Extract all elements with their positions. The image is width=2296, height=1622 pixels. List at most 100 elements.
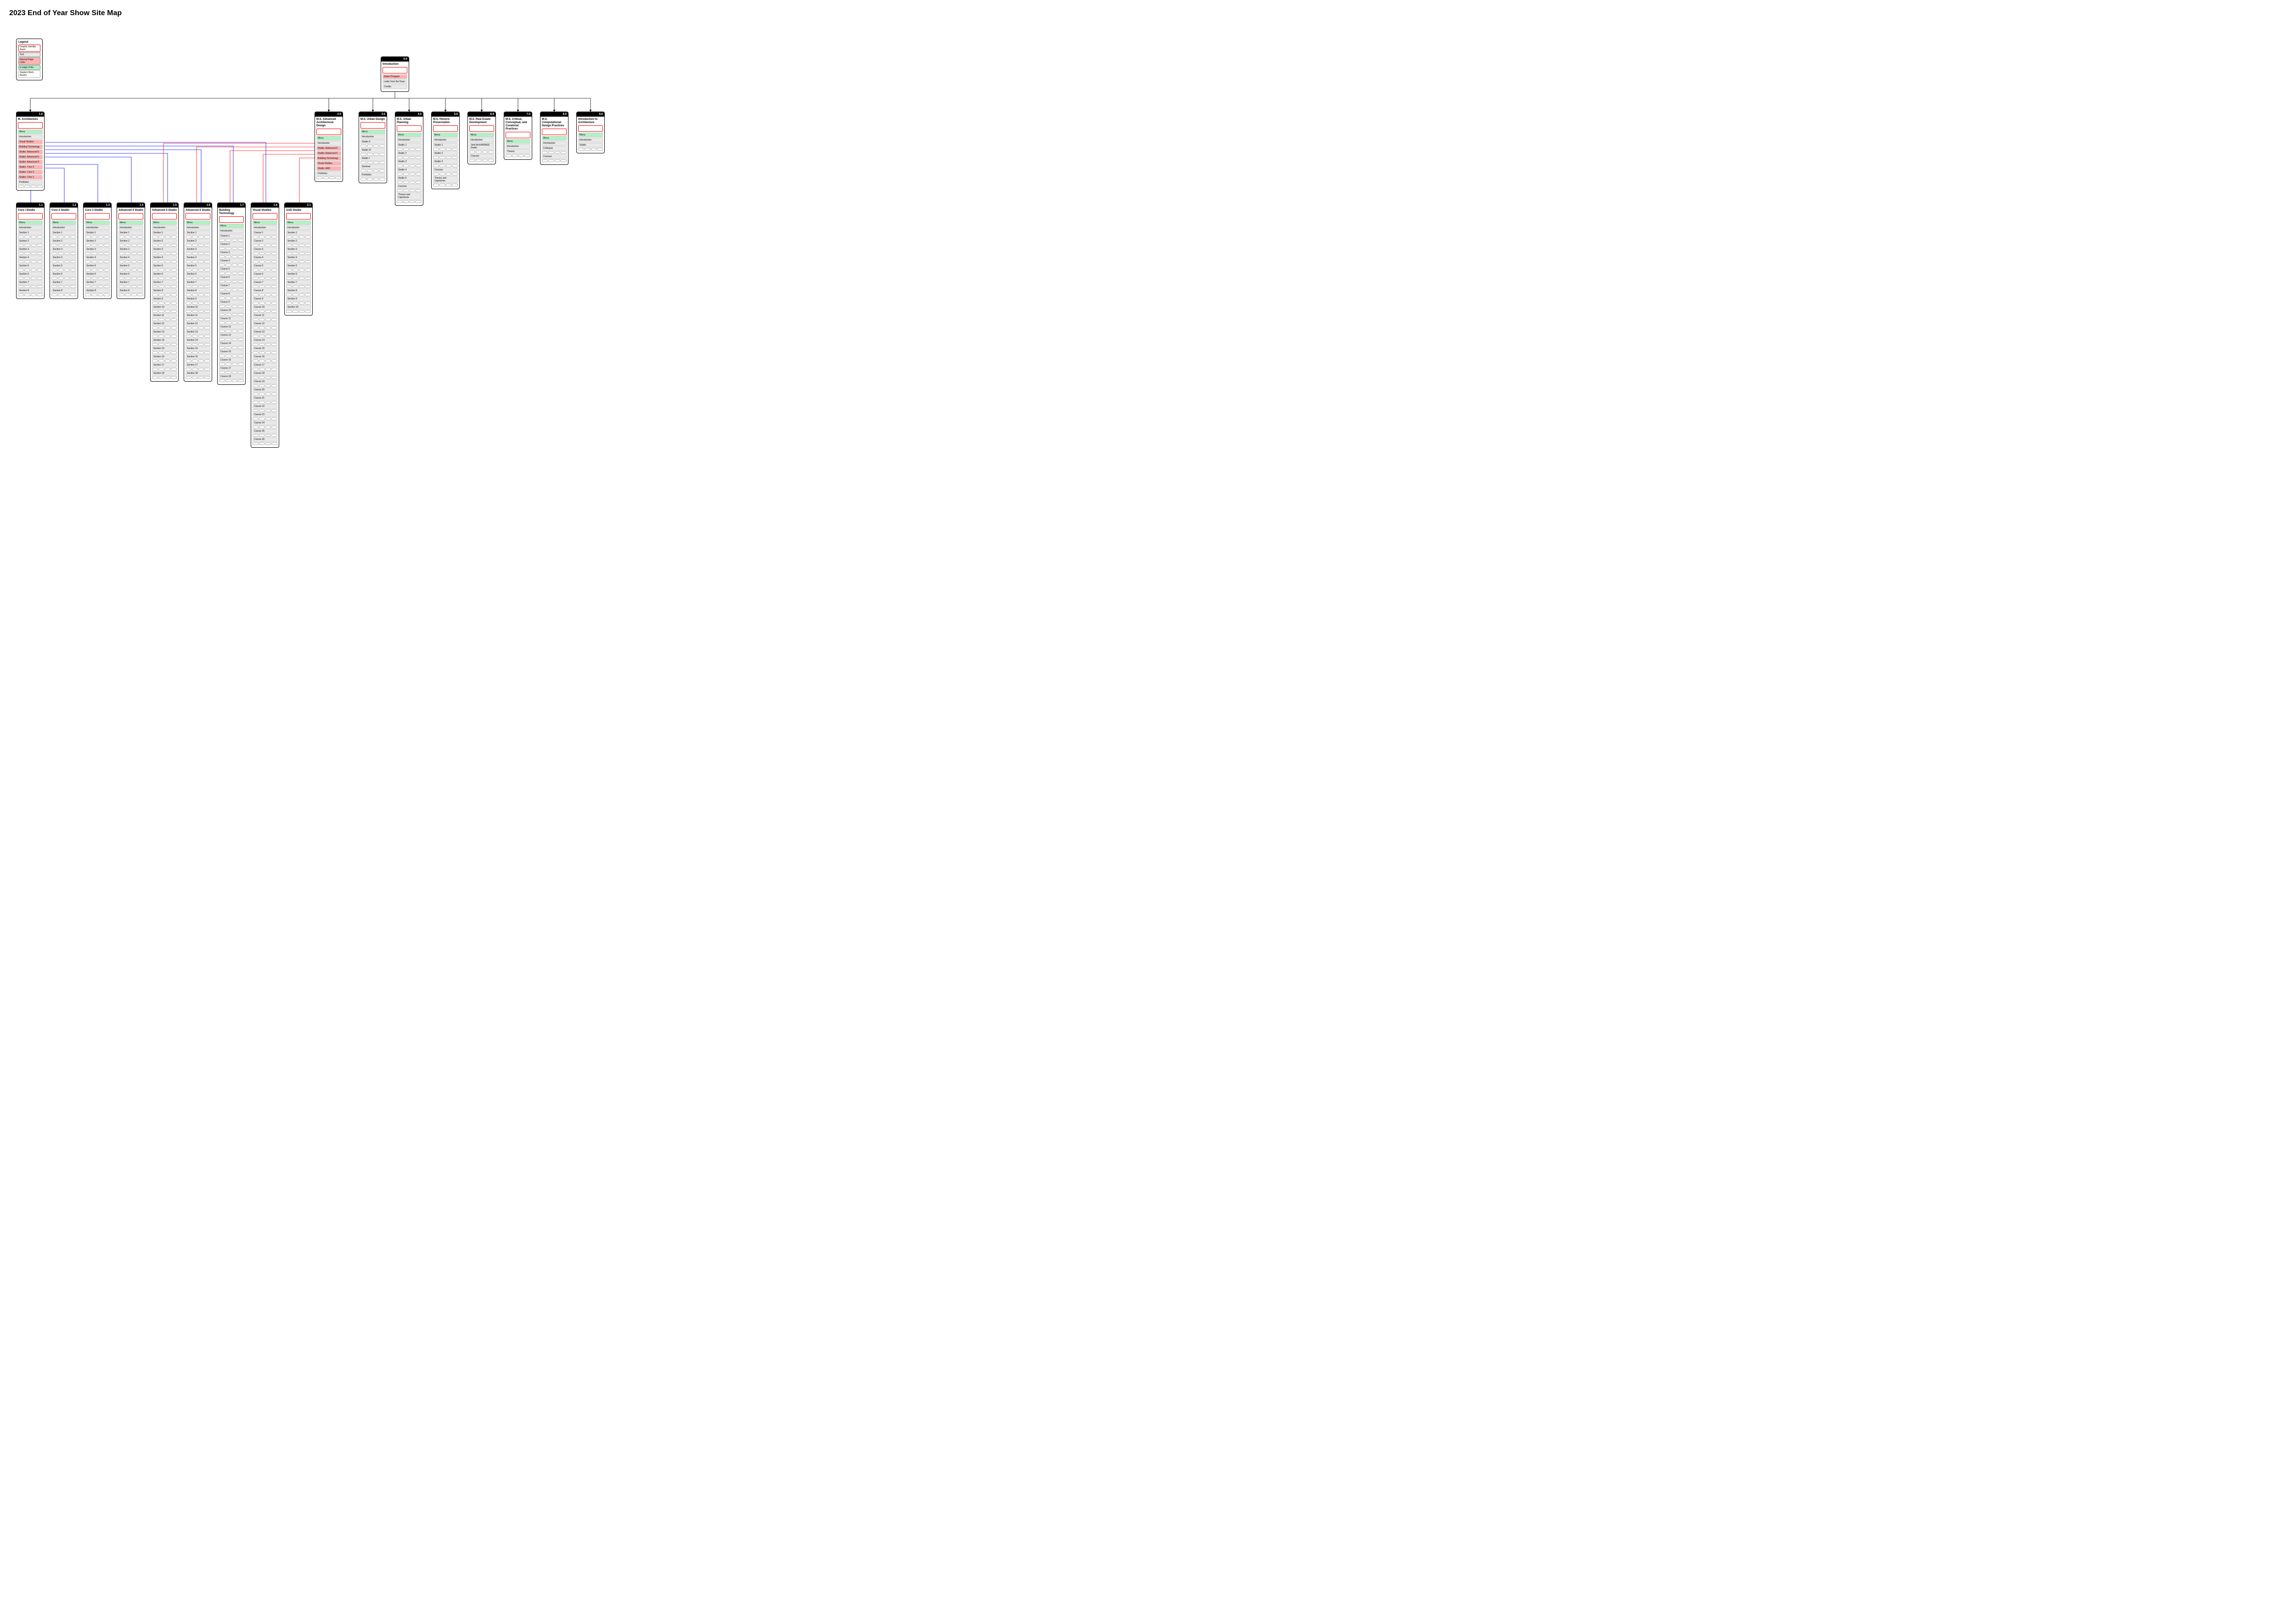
asset-slot — [171, 376, 177, 379]
asset-slot — [238, 355, 244, 357]
asset-slot — [265, 335, 271, 338]
asset-slot — [51, 260, 57, 263]
asset-slot — [271, 260, 277, 263]
asset-slot — [219, 272, 225, 275]
asset-slot — [271, 310, 277, 313]
text-item: Section 16 — [152, 355, 177, 359]
text-item: Course 8 — [253, 288, 277, 293]
asset-slot — [165, 277, 171, 280]
text-item: Course 25 — [253, 429, 277, 434]
asset-slot — [137, 260, 143, 263]
text-item: Courses — [469, 154, 494, 158]
asset-slot — [379, 178, 385, 180]
text-item: Colloquia — [542, 146, 567, 151]
asset-slot — [165, 351, 171, 354]
asset-slot — [265, 401, 271, 404]
asset-slot — [158, 327, 164, 329]
asset-slot — [58, 260, 64, 263]
asset-slot — [24, 293, 30, 296]
student-work-assets-row — [542, 159, 567, 162]
in-page-link: Menu — [578, 133, 603, 137]
asset-slot — [253, 318, 259, 321]
asset-slot — [561, 151, 567, 154]
student-work-assets-row — [506, 154, 530, 157]
asset-slot — [104, 260, 110, 263]
asset-slot — [271, 244, 277, 247]
asset-slot — [219, 239, 225, 242]
asset-slot — [186, 327, 191, 329]
sitemap-node: 0.0IntroductionSelect ProgramLetter from… — [381, 56, 409, 92]
asset-slot — [265, 277, 271, 280]
text-item: Studio 5 — [397, 176, 422, 180]
student-work-assets-row — [397, 148, 422, 151]
asset-slot — [323, 176, 329, 179]
node-title: M.S. Real Estate Development — [469, 118, 494, 124]
asset-slot — [410, 164, 416, 167]
student-work-assets-row — [186, 310, 210, 313]
asset-slot — [198, 302, 204, 304]
asset-slot — [204, 318, 210, 321]
student-work-assets-row — [186, 368, 210, 371]
asset-slot — [70, 269, 76, 271]
student-work-assets-row — [253, 285, 277, 288]
student-work-assets-row — [360, 169, 385, 172]
student-work-assets-row — [397, 200, 422, 203]
asset-slot — [286, 302, 292, 304]
asset-slot — [265, 360, 271, 362]
asset-slot — [198, 293, 204, 296]
node-title: Building Technology — [219, 209, 244, 215]
asset-slot — [259, 244, 265, 247]
asset-slot — [31, 236, 37, 238]
asset-slot — [271, 442, 277, 445]
asset-slot — [299, 244, 305, 247]
student-work-assets-row — [51, 244, 76, 247]
student-work-assets-row — [286, 277, 311, 280]
student-work-assets-row — [286, 269, 311, 271]
student-work-assets-row — [286, 252, 311, 255]
asset-slot — [271, 285, 277, 288]
text-item: Section 8 — [118, 288, 143, 293]
asset-slot — [286, 236, 292, 238]
asset-slot — [403, 173, 409, 175]
student-work-assets-row — [433, 156, 458, 159]
asset-slot — [416, 200, 422, 203]
asset-slot — [293, 277, 298, 280]
node-id-header: 1.7 — [218, 203, 245, 208]
asset-slot — [131, 285, 137, 288]
connector — [45, 164, 98, 203]
student-work-assets-row — [316, 176, 341, 179]
asset-slot — [259, 417, 265, 420]
asset-slot — [367, 161, 373, 164]
asset-slot — [299, 293, 305, 296]
asset-slot — [225, 272, 231, 275]
text-item: Course 1 — [219, 234, 244, 238]
student-work-assets-row — [118, 269, 143, 271]
student-work-assets-row — [152, 285, 177, 288]
asset-slot — [373, 161, 379, 164]
student-work-assets-row — [397, 173, 422, 175]
asset-slot — [265, 368, 271, 371]
asset-slot — [271, 302, 277, 304]
asset-slot — [271, 360, 277, 362]
connector — [45, 150, 201, 203]
in-page-link: Menu — [286, 220, 311, 225]
text-item: Course 14 — [253, 338, 277, 343]
text-item: Course 22 — [253, 404, 277, 409]
legend-item: Student Work Assets — [18, 70, 40, 78]
asset-slot — [265, 244, 271, 247]
asset-slot — [192, 293, 198, 296]
asset-slot — [165, 285, 171, 288]
asset-slot — [265, 310, 271, 313]
in-page-link: Menu — [219, 224, 244, 228]
asset-slot — [293, 252, 298, 255]
text-item: Section 14 — [152, 338, 177, 343]
asset-slot — [410, 189, 416, 192]
in-page-link: Menu — [18, 130, 43, 134]
asset-slot — [238, 330, 244, 332]
asset-slot — [219, 379, 225, 382]
student-work-assets-row — [118, 244, 143, 247]
student-work-assets-row — [85, 236, 110, 238]
asset-slot — [125, 277, 131, 280]
student-work-assets-row — [118, 260, 143, 263]
asset-slot — [238, 379, 244, 382]
